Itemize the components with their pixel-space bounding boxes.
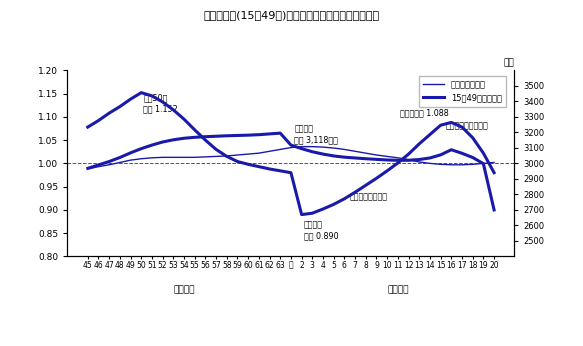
Legend: 年齢構成の違い, 15～49歳女性人口: 年齢構成の違い, 15～49歳女性人口 (419, 76, 506, 107)
Text: 万人: 万人 (504, 58, 514, 67)
Text: 「女性人口(15～49歳)」と「年齢構成の違い」の動向: 「女性人口(15～49歳)」と「年齢構成の違い」の動向 (203, 10, 380, 20)
Text: 平成１６年から減少: 平成１６年から減少 (446, 121, 489, 130)
Text: 平成・年: 平成・年 (387, 285, 409, 294)
Text: 平成２年
最低 0.890: 平成２年 最低 0.890 (304, 220, 338, 240)
Text: 昭和50年
最高 1.152: 昭和50年 最高 1.152 (143, 93, 178, 114)
Text: 平成元年
最高 3,118万人: 平成元年 最高 3,118万人 (294, 125, 338, 145)
Text: 昭和・年: 昭和・年 (173, 285, 195, 294)
Text: 平成５１年 1.088: 平成５１年 1.088 (400, 109, 449, 118)
Text: 平成９年から減少: 平成９年から減少 (350, 192, 388, 201)
